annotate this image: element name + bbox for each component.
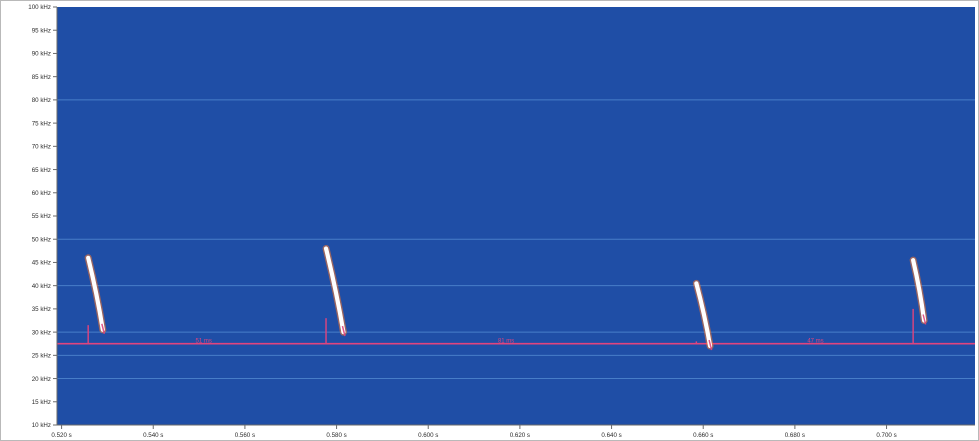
y-tick-label-40: 40 kHz [32,283,51,290]
call-1-core [86,255,105,332]
plot-area [57,7,975,425]
call-4-tail [922,314,927,325]
y-tick-label-100: 100 kHz [28,4,51,11]
x-axis: 0.520 s 0.540 s 0.560 s 0.580 s 0.600 s 0.620… [51,424,975,439]
x-tick-label-0.6: 0.600 s [418,432,438,439]
y-tick-label-65: 65 kHz [32,167,51,174]
x-tick-label-0.7: 0.700 s [876,432,896,439]
y-tick-label-30: 30 kHz [32,329,51,336]
interval-label-1: 51 ms [195,339,211,345]
x-tick-label-0.52: 0.520 s [51,432,71,439]
interval-labels: 51 ms 81 ms 47 ms [195,339,823,345]
x-tick-label-0.68: 0.680 s [785,432,805,439]
x-tick-label-0.62: 0.620 s [510,432,530,439]
y-tick-label-20: 20 kHz [32,376,51,383]
call-2 [322,245,347,344]
x-tick-label-0.66: 0.660 s [693,432,713,439]
y-axis: 100 kHz 95 kHz 90 kHz 85 kHz 80 kHz 75 kHz 70 … [28,4,58,429]
x-tick-label-0.54: 0.540 s [143,432,163,439]
call-2-core [323,246,346,335]
grid-lines [57,99,975,380]
y-tick-label-15: 15 kHz [32,399,51,406]
y-tick-label-75: 75 kHz [32,120,51,127]
y-tick-label-55: 55 kHz [32,213,51,220]
call-2-tail [341,325,346,337]
y-tick-label-50: 50 kHz [32,236,51,243]
call-3 [692,279,714,351]
y-tick-label-70: 70 kHz [32,144,51,151]
y-tick-label-45: 45 kHz [32,260,51,267]
y-tick-label-10: 10 kHz [32,422,51,429]
y-tick-label-60: 60 kHz [32,190,51,197]
x-tick-label-0.58: 0.580 s [326,432,346,439]
interval-label-3: 47 ms [807,339,823,345]
call-1-tail [101,323,106,334]
echolocation-calls [84,245,928,351]
y-tick-label-35: 35 kHz [32,306,51,313]
call-1 [84,254,107,344]
call-3-tail [708,339,713,351]
y-tick-label-80: 80 kHz [32,97,51,104]
y-tick-label-95: 95 kHz [32,27,51,34]
call-4 [909,256,928,344]
x-tick-label-0.64: 0.640 s [601,432,621,439]
y-tick-label-85: 85 kHz [32,74,51,81]
y-tick-label-90: 90 kHz [32,51,51,58]
y-tick-label-25: 25 kHz [32,353,51,360]
x-tick-label-0.56: 0.560 s [235,432,255,439]
interval-label-2: 81 ms [498,339,514,345]
